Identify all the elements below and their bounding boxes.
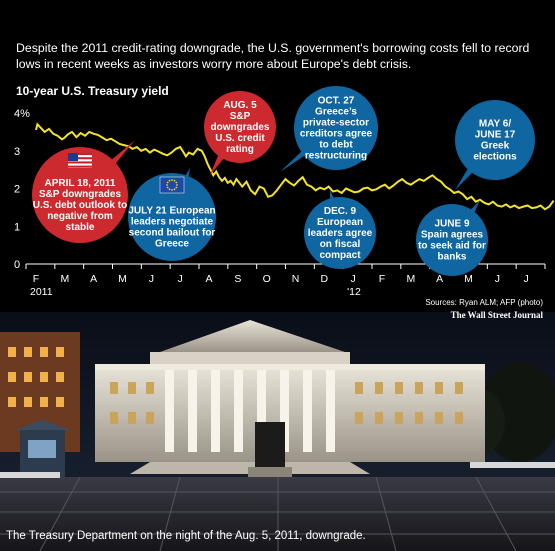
x-tick-label: J <box>149 273 154 285</box>
year-label: 2011 <box>30 286 53 298</box>
y-tick-label: 1 <box>14 221 20 233</box>
x-tick-label: J <box>524 273 529 285</box>
us-flag-icon <box>68 153 92 168</box>
bubble-circle <box>32 147 128 243</box>
x-tick-label: N <box>292 273 300 285</box>
annotation-text: JULY 21 European leaders negotiate second … <box>128 206 215 250</box>
x-tick-label: J <box>178 273 183 285</box>
annotations: APRIL 18, 2011 S&P downgrades U.S. debt ou… <box>32 86 535 276</box>
x-tick-label: A <box>205 273 212 285</box>
intro-text: Despite the 2011 credit-rating downgrade… <box>16 41 530 71</box>
x-tick-label: A <box>90 273 97 285</box>
annotation-bubble: MAY 6/JUNE 17 Greek elections <box>455 100 535 190</box>
bubble-circle <box>294 86 378 170</box>
photo-caption: The Treasury Department on the night of … <box>6 530 366 542</box>
y-axis-ticks: 0 1 2 3 4% <box>14 108 30 271</box>
annotation-text: JUNE 9 Spain agrees to seek aid for banks <box>418 219 486 263</box>
x-tick-label: J <box>495 273 500 285</box>
bubble-circle <box>128 173 216 261</box>
x-tick-label: D <box>321 273 329 285</box>
bubble-circle <box>204 91 276 163</box>
annotation-bubble: OCT. 27 Greece’s private-sector creditors a… <box>280 86 378 172</box>
x-tick-label: F <box>379 273 385 285</box>
sources-line: Sources: Ryan ALM; AFP (photo) <box>425 298 543 307</box>
x-tick-label: M <box>406 273 415 285</box>
x-tick-label: F <box>33 273 39 285</box>
y-tick-label: 3 <box>14 146 20 158</box>
x-tick-label: O <box>263 273 271 285</box>
x-axis-ticks: F M A M J J A S O N D J F M A M J J 2011 '12 <box>25 264 546 298</box>
eu-flag-icon <box>159 176 185 194</box>
year-label: '12 <box>347 286 361 298</box>
annotation-bubble: JULY 21 European leaders negotiate second … <box>128 168 216 261</box>
annotation-text: APRIL 18, 2011 S&P downgrades U.S. debt ou… <box>33 178 127 233</box>
bubble-circle <box>416 204 488 276</box>
treasury-building-photo <box>0 312 555 551</box>
x-tick-label: A <box>436 273 443 285</box>
annotation-bubble: APRIL 18, 2011 S&P downgrades U.S. debt ou… <box>32 140 135 243</box>
annotation-text: OCT. 27 Greece’s private-sector creditors a… <box>300 96 373 162</box>
x-tick-label: S <box>234 273 241 285</box>
annotation-text: DEC. 9 European leaders agree on fiscal comp… <box>308 206 373 261</box>
annotation-bubble: JUNE 9 Spain agrees to seek aid for banks <box>416 200 488 276</box>
y-tick-label: 4% <box>14 108 30 120</box>
annotation-bubble: AUG. 5 S&P downgrades U.S. credit rating <box>204 91 276 175</box>
y-tick-label: 2 <box>14 184 20 196</box>
x-tick-label: M <box>464 273 473 285</box>
x-tick-label: M <box>118 273 127 285</box>
y-tick-label: 0 <box>14 259 20 271</box>
yield-line <box>35 122 555 211</box>
annotation-text: AUG. 5 S&P downgrades U.S. credit rating <box>211 100 270 155</box>
publisher-credit: The Wall Street Journal <box>450 310 543 320</box>
bubble-circle <box>455 100 535 180</box>
chart-title: 10-year U.S. Treasury yield <box>16 84 169 98</box>
sources: Sources: Ryan ALM; AFP (photo) The Wall … <box>425 297 543 321</box>
x-tick-label: J <box>351 273 356 285</box>
annotation-bubble: DEC. 9 European leaders agree on fiscal comp… <box>304 190 376 269</box>
bubble-circle <box>304 197 376 269</box>
annotation-text: MAY 6/JUNE 17 Greek elections <box>473 119 517 163</box>
x-tick-label: M <box>60 273 69 285</box>
